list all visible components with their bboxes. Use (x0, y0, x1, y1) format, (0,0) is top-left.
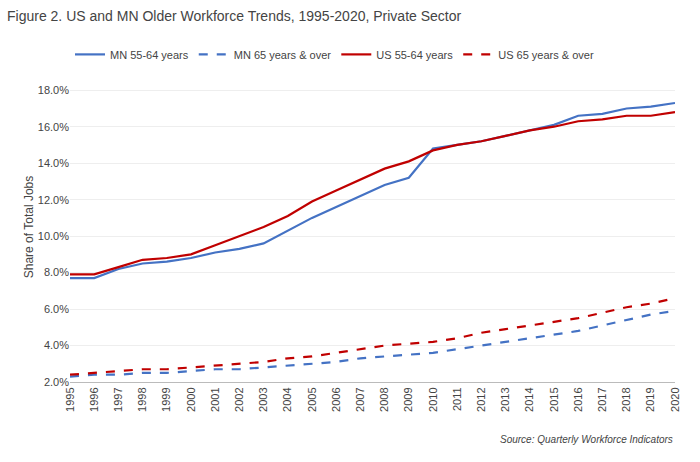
svg-text:2003: 2003 (257, 387, 269, 411)
svg-text:10.0%: 10.0% (38, 230, 69, 242)
svg-text:1997: 1997 (112, 387, 124, 411)
svg-text:2020: 2020 (669, 387, 681, 411)
svg-text:2011: 2011 (451, 387, 463, 411)
svg-text:2002: 2002 (233, 387, 245, 411)
svg-text:2010: 2010 (427, 387, 439, 411)
svg-text:1996: 1996 (88, 387, 100, 411)
svg-text:1998: 1998 (136, 387, 148, 411)
svg-text:1995: 1995 (64, 387, 76, 411)
svg-text:MN 55-64 years: MN 55-64 years (110, 49, 189, 61)
svg-text:2.0%: 2.0% (44, 376, 69, 388)
svg-text:Source: Quarterly Workforce In: Source: Quarterly Workforce Indicators (500, 434, 673, 445)
svg-text:2005: 2005 (306, 387, 318, 411)
svg-text:MN 65 years & over: MN 65 years & over (234, 49, 332, 61)
svg-text:14.0%: 14.0% (38, 157, 69, 169)
svg-text:12.0%: 12.0% (38, 194, 69, 206)
svg-text:2015: 2015 (548, 387, 560, 411)
svg-text:18.0%: 18.0% (38, 84, 69, 96)
svg-text:US 55-64 years: US 55-64 years (376, 49, 453, 61)
svg-text:2019: 2019 (644, 387, 656, 411)
svg-text:2017: 2017 (596, 387, 608, 411)
svg-text:Figure 2. US and MN Older Work: Figure 2. US and MN Older Workforce Tren… (7, 8, 462, 24)
svg-text:2014: 2014 (523, 387, 535, 411)
svg-text:2006: 2006 (330, 387, 342, 411)
svg-text:2013: 2013 (499, 387, 511, 411)
svg-text:2004: 2004 (281, 387, 293, 411)
svg-text:2012: 2012 (475, 387, 487, 411)
svg-text:2007: 2007 (354, 387, 366, 411)
svg-text:2016: 2016 (572, 387, 584, 411)
svg-text:16.0%: 16.0% (38, 121, 69, 133)
svg-text:6.0%: 6.0% (44, 303, 69, 315)
svg-text:2008: 2008 (378, 387, 390, 411)
svg-text:2000: 2000 (185, 387, 197, 411)
svg-text:2001: 2001 (209, 387, 221, 411)
svg-text:Share of Total Jobs: Share of Total Jobs (22, 176, 36, 279)
svg-text:2018: 2018 (620, 387, 632, 411)
svg-text:4.0%: 4.0% (44, 339, 69, 351)
svg-text:8.0%: 8.0% (44, 266, 69, 278)
svg-text:2009: 2009 (402, 387, 414, 411)
svg-text:1999: 1999 (160, 387, 172, 411)
svg-text:US 65 years & over: US 65 years & over (498, 49, 594, 61)
